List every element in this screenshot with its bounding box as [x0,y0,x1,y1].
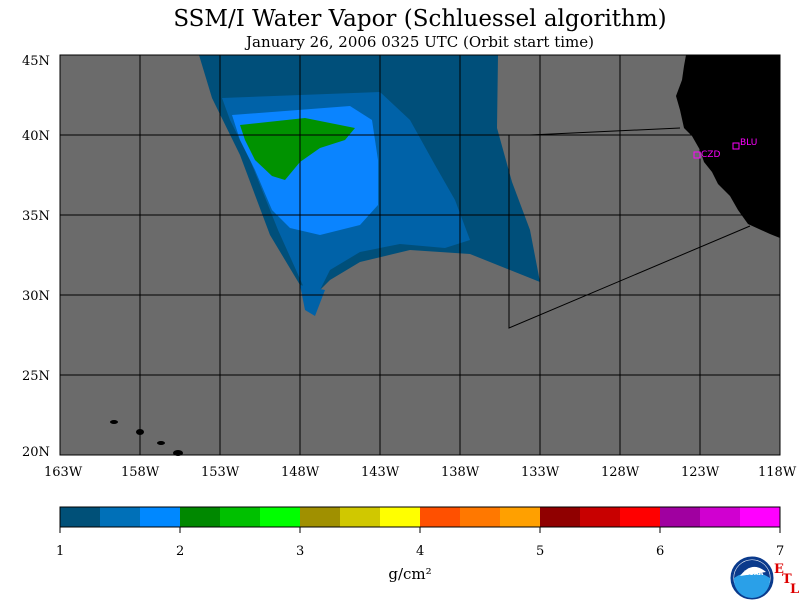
etl-letter-t: T [782,572,792,587]
flight-track [529,127,681,136]
colorbar-tick-label-7: 7 [776,544,784,559]
lat-label-35n: 35N [22,209,50,224]
flight-track-segment-2 [508,135,751,329]
station-blu-label: BLU [740,138,757,148]
station-czd-label: CZD [701,150,720,160]
lon-label-118w: 118W [758,465,797,480]
noaa-logo-text: NOAA [744,570,764,577]
map-frame [59,54,781,456]
lat-label-20n: 20N [22,445,50,460]
etl-logo: E T L [774,562,800,598]
colorbar-segment [620,507,661,527]
lon-label-163w: 163W [44,465,83,480]
colorbar-segment [300,507,341,527]
lon-label-123w: 123W [681,465,720,480]
colorbar-segment [180,507,221,527]
etl-letter-l: L [790,582,800,597]
lon-label-138w: 138W [441,465,480,480]
colorbar-segment [260,507,301,527]
station-blu-marker [732,142,740,150]
etl-letter-e: E [774,562,784,577]
colorbar-segment [420,507,461,527]
lon-label-143w: 143W [361,465,400,480]
map-grid [60,55,780,455]
colorbar-segment [460,507,501,527]
swath-tip [300,285,325,316]
colorbar-tick-label-1: 1 [56,544,64,559]
lon-label-158w: 158W [121,465,160,480]
colorbar-segment [100,507,141,527]
lat-label-25n: 25N [22,369,50,384]
colorbar-segment [540,507,581,527]
lon-label-153w: 153W [201,465,240,480]
station-czd-marker [693,151,701,159]
land-north-america [676,55,780,238]
colorbar [60,507,781,527]
colorbar-segment [60,507,101,527]
latitude-labels: 45N 40N 35N 30N 25N 20N [22,54,50,460]
colorbar-tick-label-4: 4 [416,544,424,559]
longitude-labels: 163W 158W 153W 148W 143W 138W 133W 128W … [44,465,797,480]
colorbar-segment [220,507,261,527]
colorbar-segment [660,507,701,527]
colorbar-tick-label-3: 3 [296,544,304,559]
colorbar-segment [580,507,621,527]
colorbar-segment [700,507,741,527]
colorbar-segment [340,507,381,527]
colorbar-segment [740,507,781,527]
colorbar-segment [500,507,541,527]
swath-green-patch [240,118,355,180]
colorbar-tick-label-2: 2 [176,544,184,559]
colorbar-ticks [59,527,781,533]
noaa-logo-icon: NOAA [730,556,774,600]
island-3 [157,441,165,445]
colorbar-tick-labels: 1 2 3 4 5 6 7 [56,544,784,559]
colorbar-segment [140,507,181,527]
colorbar-tick-label-5: 5 [536,544,544,559]
lon-label-133w: 133W [521,465,560,480]
colorbar-unit-label: g/cm² [388,565,432,583]
island-1 [110,420,118,424]
lat-label-45n: 45N [22,54,50,69]
map-subtitle: January 26, 2006 0325 UTC (Orbit start t… [246,33,594,51]
lat-label-40n: 40N [22,129,50,144]
lon-label-128w: 128W [601,465,640,480]
colorbar-segment [380,507,421,527]
map-title: SSM/I Water Vapor (Schluessel algorithm) [173,6,667,32]
lat-label-30n: 30N [22,289,50,304]
colorbar-tick-label-6: 6 [656,544,664,559]
lon-label-148w: 148W [281,465,320,480]
